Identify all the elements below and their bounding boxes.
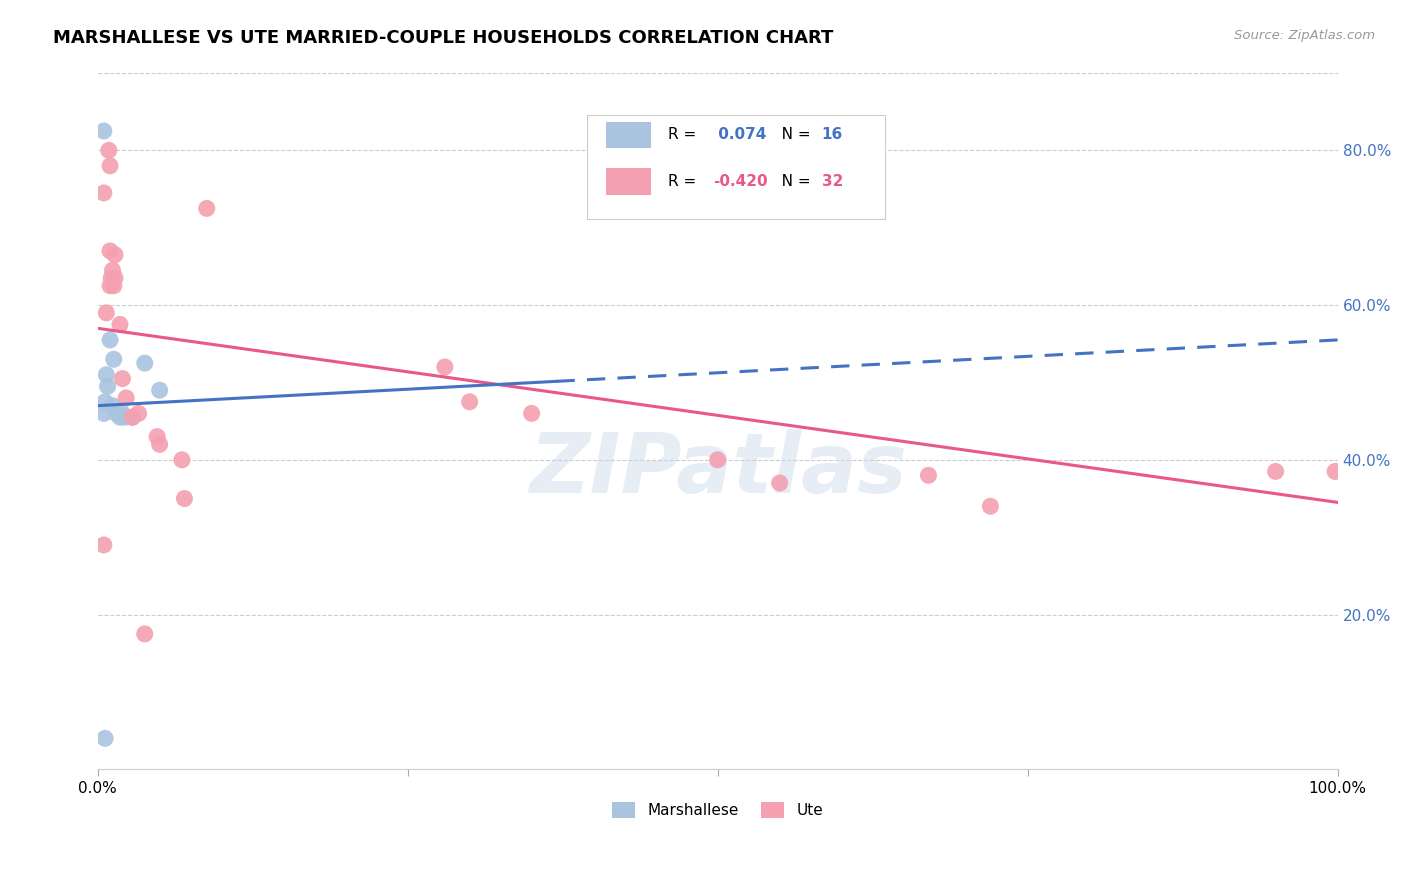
Point <box>173 491 195 506</box>
Text: 0.074: 0.074 <box>713 128 766 143</box>
Point <box>111 406 134 420</box>
Point <box>115 391 138 405</box>
Point <box>769 476 792 491</box>
Point <box>94 731 117 746</box>
FancyBboxPatch shape <box>588 115 884 219</box>
Point <box>104 271 127 285</box>
Point <box>93 186 115 200</box>
Point <box>108 318 131 332</box>
Point <box>103 352 125 367</box>
Text: Source: ZipAtlas.com: Source: ZipAtlas.com <box>1234 29 1375 42</box>
Text: -0.420: -0.420 <box>713 174 768 189</box>
Point <box>98 333 121 347</box>
Point <box>96 306 118 320</box>
Point <box>100 271 122 285</box>
Text: 32: 32 <box>821 174 844 189</box>
Text: 16: 16 <box>821 128 844 143</box>
Point <box>458 394 481 409</box>
Point <box>134 627 156 641</box>
Text: MARSHALLESE VS UTE MARRIED-COUPLE HOUSEHOLDS CORRELATION CHART: MARSHALLESE VS UTE MARRIED-COUPLE HOUSEH… <box>53 29 834 46</box>
Point <box>149 437 172 451</box>
Point <box>128 406 150 420</box>
FancyBboxPatch shape <box>606 169 651 194</box>
Point <box>94 394 117 409</box>
Point <box>103 278 125 293</box>
Point <box>98 244 121 258</box>
Point <box>134 356 156 370</box>
Point <box>97 379 120 393</box>
Point <box>98 159 121 173</box>
Point <box>93 406 115 420</box>
Point <box>101 399 124 413</box>
Point <box>170 453 193 467</box>
Point <box>108 410 131 425</box>
FancyBboxPatch shape <box>606 121 651 148</box>
Text: N =: N = <box>768 174 815 189</box>
Text: R =: R = <box>668 174 702 189</box>
Point <box>121 410 143 425</box>
Point <box>917 468 939 483</box>
Text: R =: R = <box>668 128 702 143</box>
Point <box>1324 465 1347 479</box>
Point <box>114 410 136 425</box>
Point <box>146 429 169 443</box>
Text: N =: N = <box>768 128 815 143</box>
Point <box>111 371 134 385</box>
Point <box>1264 465 1286 479</box>
Point <box>93 538 115 552</box>
Point <box>149 383 172 397</box>
Point <box>101 263 124 277</box>
Text: ZIPatlas: ZIPatlas <box>529 429 907 510</box>
Point <box>979 500 1001 514</box>
Point <box>96 368 118 382</box>
Point <box>520 406 543 420</box>
Point <box>195 202 218 216</box>
Point <box>93 124 115 138</box>
Point <box>97 144 120 158</box>
Point <box>433 359 456 374</box>
Point <box>105 406 128 420</box>
Point <box>104 248 127 262</box>
Legend: Marshallese, Ute: Marshallese, Ute <box>606 797 830 824</box>
Point <box>98 278 121 293</box>
Point <box>706 453 728 467</box>
Point <box>121 410 143 425</box>
